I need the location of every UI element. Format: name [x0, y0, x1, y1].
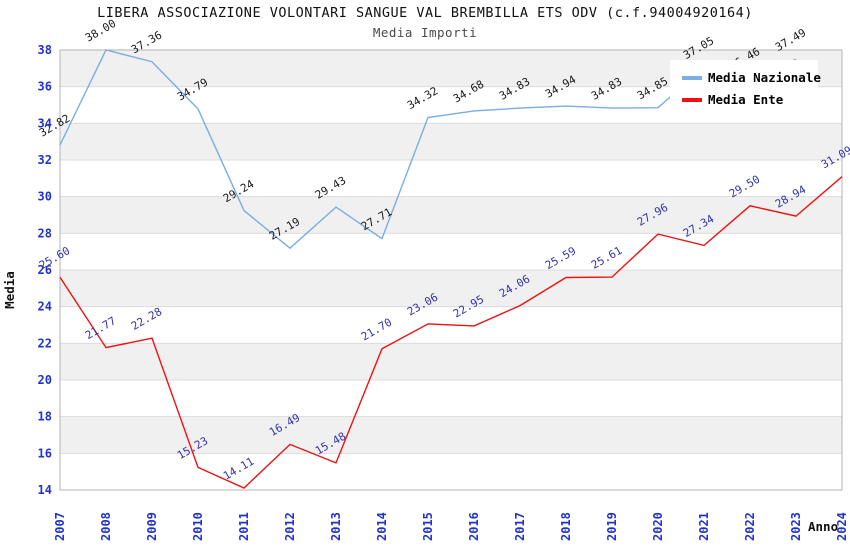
ente-value-label: 22.28: [129, 305, 164, 333]
y-tick-label: 28: [38, 226, 52, 240]
x-tick-label: 2021: [697, 512, 711, 541]
y-tick-label: 14: [38, 483, 52, 497]
y-tick-label: 24: [38, 300, 52, 314]
x-tick-label: 2007: [53, 512, 67, 541]
ente-value-label: 25.61: [589, 244, 624, 272]
x-tick-label: 2022: [743, 512, 757, 541]
ente-value-label: 21.70: [359, 316, 394, 344]
x-tick-label: 2024: [835, 512, 849, 541]
nazionale-value-label: 34.32: [405, 84, 440, 112]
plot-border: [59, 49, 843, 491]
y-tick-label: 34: [38, 116, 52, 130]
chart-subtitle: Media Importi: [372, 25, 478, 40]
x-tick-label: 2015: [421, 512, 435, 541]
y-tick-label: 32: [38, 153, 52, 167]
grid-band: [60, 270, 842, 307]
x-tick-label: 2014: [375, 512, 389, 541]
x-tick-label: 2008: [99, 512, 113, 541]
x-tick-label: 2017: [513, 512, 527, 541]
ente-value-label: 21.77: [83, 314, 118, 342]
legend-label: Media Nazionale: [708, 70, 821, 85]
y-tick-label: 16: [38, 446, 52, 460]
grid-band: [60, 196, 842, 234]
x-tick-label: 2010: [191, 512, 205, 541]
ente-value-label: 14.11: [221, 455, 256, 483]
legend-box: [670, 60, 818, 114]
y-tick-label: 20: [38, 373, 52, 387]
x-tick-label: 2016: [467, 512, 481, 541]
x-tick-label: 2023: [789, 512, 803, 541]
x-tick-label: 2019: [605, 512, 619, 541]
x-tick-label: 2018: [559, 512, 573, 541]
legend-label: Media Ente: [708, 92, 784, 107]
chart-title: LIBERA ASSOCIAZIONE VOLONTARI SANGUE VAL…: [97, 5, 753, 21]
y-tick-label: 30: [38, 190, 52, 204]
y-tick-label: 22: [38, 336, 52, 350]
y-tick-label: 26: [38, 263, 52, 277]
ente-value-label: 25.59: [543, 244, 578, 272]
x-tick-label: 2012: [283, 512, 297, 541]
y-tick-label: 18: [38, 410, 52, 424]
x-tick-label: 2009: [145, 512, 159, 541]
x-tick-label: 2013: [329, 512, 343, 541]
media-ente-line: [59, 176, 843, 489]
grid-band: [60, 416, 842, 454]
y-axis-title: Media: [2, 271, 17, 309]
x-axis-title: Anno: [808, 519, 838, 534]
x-tick-label: 2011: [237, 512, 251, 541]
grid-band: [60, 123, 842, 160]
grid-band: [60, 343, 842, 380]
x-tick-label: 2020: [651, 512, 665, 541]
y-tick-label: 36: [38, 80, 52, 94]
y-tick-label: 38: [38, 43, 52, 57]
